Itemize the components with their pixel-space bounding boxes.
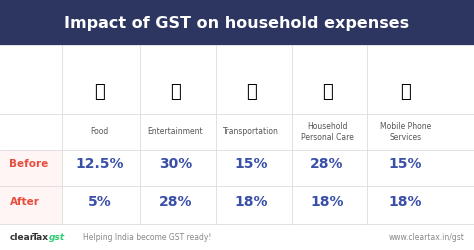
Text: 5%: 5%: [88, 194, 111, 208]
Text: 28%: 28%: [159, 194, 192, 208]
Text: 🚕: 🚕: [246, 82, 256, 100]
Text: After: After: [9, 196, 39, 206]
Text: Helping India become GST ready!: Helping India become GST ready!: [83, 232, 211, 241]
Text: 🎭: 🎭: [170, 82, 181, 100]
Text: Impact of GST on household expenses: Impact of GST on household expenses: [64, 16, 410, 30]
Text: www.cleartax.in/gst: www.cleartax.in/gst: [389, 232, 465, 241]
FancyBboxPatch shape: [0, 186, 62, 224]
Text: 💄: 💄: [322, 82, 332, 100]
Text: 30%: 30%: [159, 157, 192, 171]
Text: 18%: 18%: [389, 194, 422, 208]
Text: 18%: 18%: [310, 194, 344, 208]
FancyBboxPatch shape: [0, 0, 474, 46]
Text: 🍔: 🍔: [94, 82, 105, 100]
Text: 15%: 15%: [235, 157, 268, 171]
Text: 📱: 📱: [400, 82, 410, 100]
Text: 12.5%: 12.5%: [75, 157, 124, 171]
Text: 18%: 18%: [235, 194, 268, 208]
FancyBboxPatch shape: [0, 150, 62, 186]
Text: Before: Before: [9, 159, 49, 169]
Text: Food: Food: [91, 127, 109, 136]
Text: Household
Personal Care: Household Personal Care: [301, 121, 354, 141]
Text: gst: gst: [49, 232, 65, 241]
Text: clear: clear: [9, 232, 35, 241]
Text: 15%: 15%: [389, 157, 422, 171]
Text: Transportation: Transportation: [223, 127, 279, 136]
Text: Tax: Tax: [32, 232, 49, 241]
Text: Entertainment: Entertainment: [147, 127, 203, 136]
Text: Mobile Phone
Services: Mobile Phone Services: [380, 121, 431, 141]
Text: 28%: 28%: [310, 157, 344, 171]
